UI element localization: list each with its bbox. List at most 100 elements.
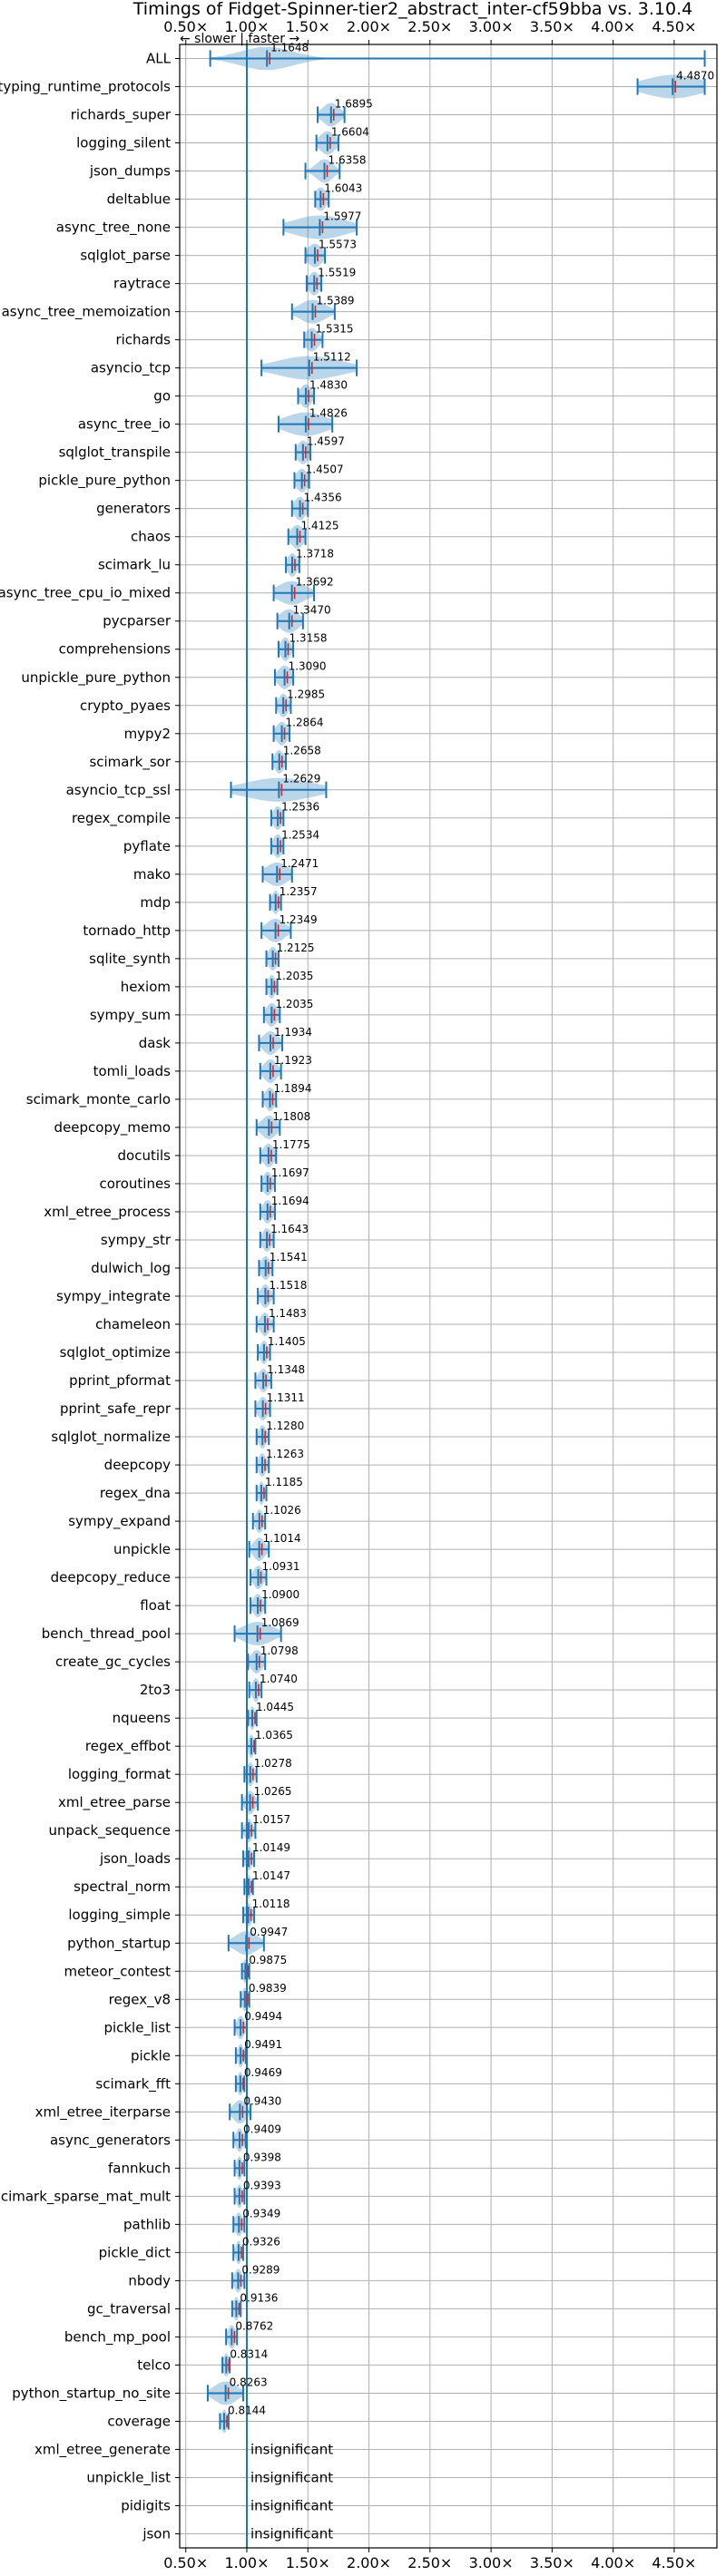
- benchmark-name-label: gc_traversal: [87, 2300, 171, 2317]
- benchmark-name-label: scimark_monte_carlo: [26, 1091, 171, 1108]
- x-tick-label-bottom: 4.00×: [591, 2554, 635, 2571]
- benchmark-name-label: richards: [115, 332, 171, 348]
- value-label: 1.5315: [316, 323, 354, 336]
- value-label: 1.4125: [301, 520, 339, 532]
- benchmark-name-label: fannkuch: [108, 2160, 171, 2176]
- value-label: 1.0147: [252, 1869, 290, 1882]
- value-label: 0.9839: [249, 1982, 287, 1995]
- value-label: 1.1405: [268, 1335, 306, 1348]
- value-label: 1.0740: [260, 1673, 298, 1685]
- value-label: 1.1014: [263, 1532, 301, 1545]
- value-label: 1.5977: [323, 210, 361, 222]
- benchmark-name-label: pickle_pure_python: [38, 473, 171, 490]
- benchmark-name-label: sqlglot_transpile: [59, 444, 171, 462]
- x-tick-label-top: 1.00×: [224, 18, 269, 35]
- benchmark-name-label: mypy2: [124, 726, 171, 742]
- x-tick-label-bottom: 1.00×: [224, 2554, 269, 2571]
- benchmark-name-label: python_startup: [67, 1935, 171, 1952]
- value-label: 0.9469: [244, 2066, 282, 2079]
- x-tick-label-top: 2.50×: [407, 18, 452, 35]
- benchmark-name-label: bench_thread_pool: [42, 1625, 171, 1643]
- benchmark-name-label: logging_simple: [68, 1907, 171, 1924]
- benchmark-name-label: float: [140, 1597, 171, 1614]
- benchmark-name-label: telco: [137, 2356, 171, 2373]
- value-label: 1.3692: [296, 576, 334, 589]
- benchmark-name-label: sqlglot_optimize: [60, 1344, 171, 1361]
- value-label: 1.0931: [262, 1560, 300, 1573]
- benchmark-name-label: sympy_sum: [90, 1007, 171, 1024]
- benchmark-name-label: tomli_loads: [93, 1063, 172, 1080]
- value-label: 1.0118: [252, 1898, 290, 1910]
- benchmark-name-label: mdp: [140, 894, 171, 911]
- value-label: 1.1348: [267, 1363, 305, 1376]
- value-label: 0.8314: [230, 2347, 268, 2360]
- value-label: 1.2864: [286, 717, 324, 729]
- value-label: 1.1697: [271, 1166, 309, 1179]
- value-label: 1.1648: [270, 41, 309, 54]
- value-label: 0.8263: [230, 2376, 268, 2388]
- insignificant-label: insignificant: [250, 2441, 333, 2457]
- benchmark-name-label: crypto_pyaes: [80, 698, 171, 715]
- value-label: 1.2534: [281, 829, 319, 842]
- benchmark-name-label: json_loads: [99, 1850, 171, 1868]
- benchmark-name-label: async_generators: [50, 2132, 171, 2149]
- value-label: 1.3090: [289, 660, 327, 673]
- value-label: 1.2536: [281, 801, 319, 814]
- value-label: 1.2357: [280, 885, 318, 898]
- value-label: 1.6043: [324, 181, 362, 194]
- insignificant-label: insignificant: [250, 2469, 333, 2485]
- benchmark-name-label: richards_super: [71, 107, 172, 124]
- benchmark-name-label: chameleon: [95, 1316, 171, 1332]
- benchmark-name-label: sympy_expand: [68, 1513, 171, 1530]
- plot-frame: [179, 44, 718, 2549]
- benchmark-name-label: raytrace: [113, 276, 171, 292]
- x-tick-label-top: 3.00×: [469, 18, 514, 35]
- value-label: 1.0445: [256, 1701, 294, 1713]
- x-tick-label-top: 0.50×: [163, 18, 208, 35]
- benchmark-name-label: spectral_norm: [74, 1878, 171, 1896]
- value-label: 0.9393: [243, 2179, 281, 2191]
- benchmark-name-label: generators: [96, 501, 171, 517]
- benchmark-name-label: python_startup_no_site: [12, 2385, 171, 2402]
- value-label: 1.2035: [275, 998, 313, 1010]
- benchmark-name-label: pyflate: [123, 838, 171, 854]
- benchmark-name-label: pickle_dict: [99, 2244, 171, 2261]
- value-label: 1.5389: [317, 295, 355, 307]
- benchmark-name-label: async_tree_cpu_io_mixed: [0, 585, 171, 602]
- value-label: 4.4870: [676, 69, 714, 82]
- benchmark-name-label: json_dumps: [89, 163, 171, 181]
- value-label: 0.9289: [241, 2263, 280, 2276]
- value-label: 1.2349: [280, 913, 318, 926]
- value-label: 1.1483: [269, 1307, 307, 1320]
- benchmark-name-label: dask: [139, 1035, 172, 1051]
- chart-subtitle: ← slower | faster →: [180, 32, 299, 46]
- value-label: 0.9430: [243, 2094, 281, 2107]
- value-label: 0.9494: [244, 2010, 282, 2023]
- value-label: 1.1311: [267, 1391, 305, 1404]
- benchmark-name-label: regex_effbot: [85, 1738, 171, 1755]
- benchmark-name-label: regex_v8: [109, 1991, 171, 2008]
- benchmark-name-label: logging_format: [68, 1766, 171, 1783]
- benchmark-name-label: pprint_safe_repr: [60, 1400, 172, 1418]
- value-label: 1.0278: [254, 1757, 292, 1770]
- benchmark-name-label: asyncio_tcp_ssl: [66, 782, 171, 799]
- value-label: 1.1775: [272, 1138, 310, 1151]
- value-label: 1.0798: [260, 1644, 299, 1657]
- value-label: 0.9398: [243, 2151, 281, 2163]
- benchmark-name-label: sqlglot_normalize: [51, 1429, 171, 1446]
- benchmark-name-label: bench_mp_pool: [64, 2328, 171, 2346]
- value-label: 0.9947: [250, 1926, 288, 1938]
- x-tick-label-top: 4.50×: [652, 18, 696, 35]
- benchmark-name-label: nbody: [128, 2272, 171, 2288]
- benchmark-name-label: regex_dna: [100, 1485, 171, 1502]
- benchmark-name-label: unpickle: [113, 1541, 171, 1557]
- value-label: 1.3470: [293, 604, 331, 617]
- benchmark-name-label: mako: [133, 866, 171, 883]
- value-label: 1.1185: [265, 1476, 303, 1488]
- benchmark-name-label: scimark_sparse_mat_mult: [0, 2188, 171, 2205]
- value-label: 1.4830: [309, 379, 348, 392]
- benchmark-name-label: async_tree_none: [56, 220, 171, 237]
- value-label: 1.0265: [254, 1785, 292, 1798]
- value-label: 0.8144: [228, 2404, 266, 2416]
- value-label: 0.9409: [243, 2122, 281, 2135]
